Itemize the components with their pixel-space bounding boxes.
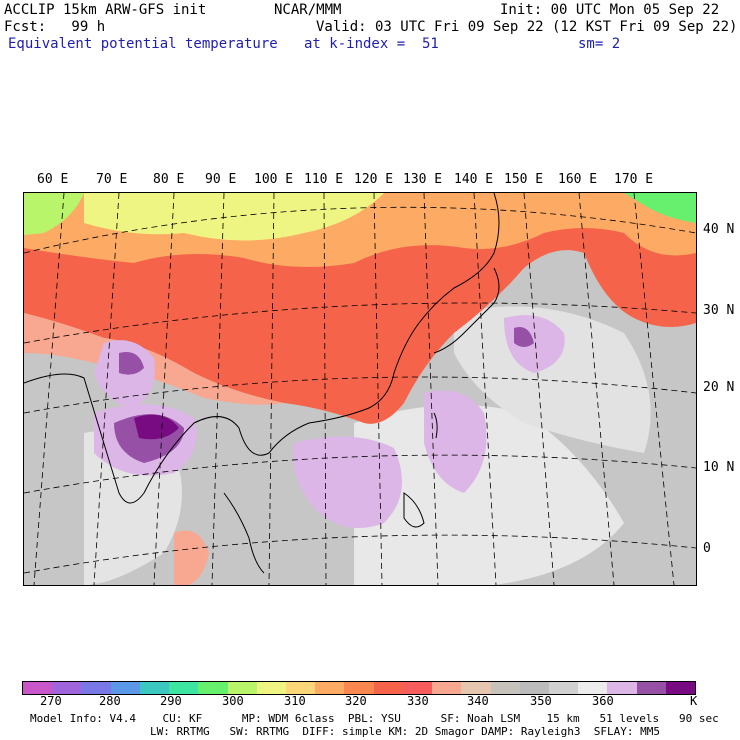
lon-label: 80 E [153, 172, 185, 187]
colorbar-tick: 270 [40, 694, 62, 708]
lon-label: 130 E [403, 172, 443, 187]
colorbar-tick: 310 [284, 694, 306, 708]
smoothing-label: sm= 2 [578, 36, 621, 52]
model-title: ACCLIP 15km ARW-GFS init [4, 2, 207, 18]
transition-region [174, 530, 209, 585]
colorbar-swatch [490, 682, 520, 694]
valid-time: Valid: 03 UTC Fri 09 Sep 22 (12 KST Fri … [316, 19, 738, 35]
graticule [24, 193, 696, 585]
colorbar-swatch [23, 682, 53, 694]
lon-label: 160 E [558, 172, 598, 187]
org-label: NCAR/MMM [274, 2, 342, 18]
very-high-theta-e-region [514, 327, 534, 347]
ocean-light-region [454, 306, 651, 453]
colorbar-swatch [636, 682, 666, 694]
colorbar-swatch [52, 682, 82, 694]
model-info-line: Model Info: V4.4 CU: KF MP: WDM 6class P… [30, 712, 719, 725]
lon-label: 70 E [96, 172, 128, 187]
coastline [24, 193, 500, 504]
colorbar-swatch [344, 682, 374, 694]
lon-label: 140 E [454, 172, 494, 187]
field-name: Equivalent potential temperature [8, 36, 278, 52]
colorbar-swatch [315, 682, 345, 694]
high-theta-e-region [424, 390, 487, 493]
colorbar-tick: 280 [99, 694, 121, 708]
lon-label: 60 E [37, 172, 69, 187]
colorbar-swatch [169, 682, 199, 694]
colorbar-swatch [519, 682, 549, 694]
lat-label: 30 N [703, 303, 735, 318]
theta-e-map [23, 192, 697, 586]
colorbar-swatch [665, 682, 696, 694]
colorbar-swatch [139, 682, 170, 694]
lat-label: 10 N [703, 460, 735, 475]
colorbar-swatch [578, 682, 608, 694]
colorbar-tick: 340 [467, 694, 489, 708]
colorbar-swatch [432, 682, 462, 694]
ocean-light-region [354, 405, 624, 585]
lat-label: 40 N [703, 222, 735, 237]
colorbar [22, 681, 696, 695]
colorbar-tick: 360 [592, 694, 614, 708]
colorbar-tick: 320 [345, 694, 367, 708]
colorbar-swatch [548, 682, 579, 694]
colorbar-tick: 290 [160, 694, 182, 708]
colorbar-swatch [198, 682, 228, 694]
very-high-theta-e-region [119, 352, 144, 375]
level-label: at k-index = 51 [304, 36, 439, 52]
colorbar-swatch [227, 682, 257, 694]
cool-high-latitude-region [24, 193, 84, 235]
coastline [223, 492, 265, 574]
colorbar-swatch [285, 682, 316, 694]
colorbar-unit: K [690, 694, 698, 708]
colorbar-tick: 330 [407, 694, 429, 708]
high-theta-e-region [293, 436, 402, 528]
colorbar-tick: 350 [530, 694, 552, 708]
forecast-hour: Fcst: 99 h [4, 19, 106, 35]
init-time: Init: 00 UTC Mon 05 Sep 22 [500, 2, 720, 18]
colorbar-swatch [607, 682, 637, 694]
lon-label: 150 E [504, 172, 544, 187]
colorbar-swatch [402, 682, 433, 694]
coastline [433, 267, 500, 354]
physics-info-line: LW: RRTMG SW: RRTMG DIFF: simple KM: 2D … [150, 725, 660, 738]
extreme-theta-e-region [134, 414, 179, 440]
lat-label: 0 [703, 541, 711, 556]
colorbar-swatch [81, 682, 111, 694]
lat-label: 20 N [703, 380, 735, 395]
colorbar-swatch [373, 682, 403, 694]
lon-label: 90 E [205, 172, 237, 187]
colorbar-swatch [256, 682, 286, 694]
cool-high-latitude-region [624, 193, 696, 223]
colorbar-swatch [461, 682, 491, 694]
colorbar-swatch [110, 682, 140, 694]
lon-label: 100 E [254, 172, 294, 187]
lon-label: 120 E [354, 172, 394, 187]
lon-label: 170 E [614, 172, 654, 187]
lon-label: 110 E [304, 172, 344, 187]
colorbar-tick: 300 [222, 694, 244, 708]
coastline [403, 492, 425, 528]
coastline [433, 412, 438, 439]
